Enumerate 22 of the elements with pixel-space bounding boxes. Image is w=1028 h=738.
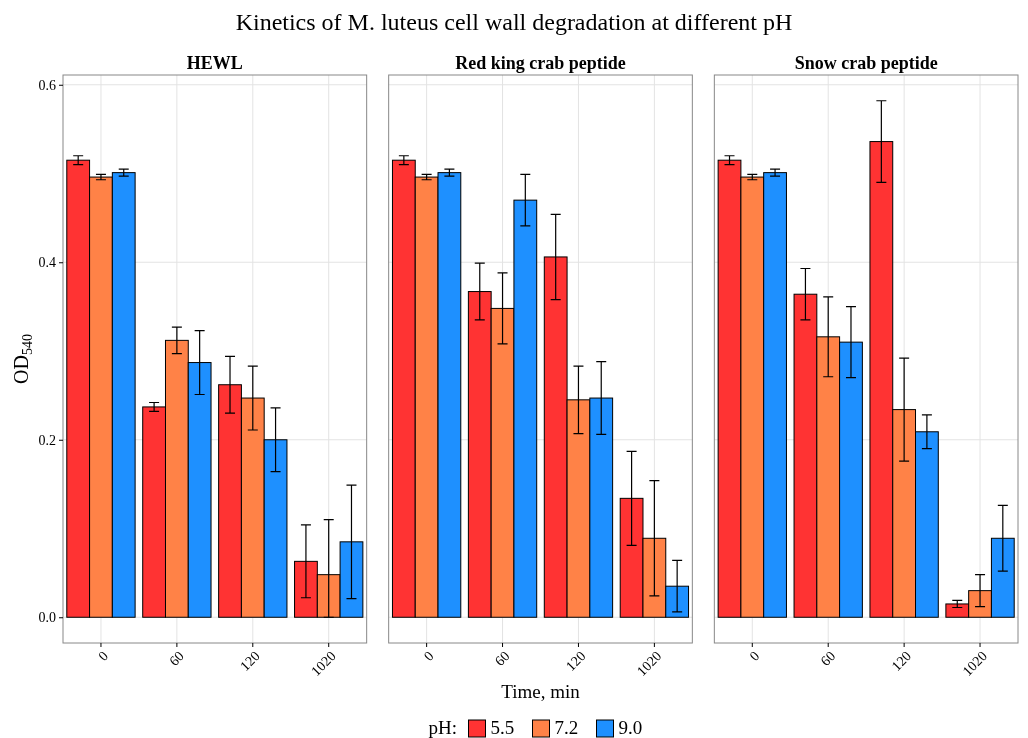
y-tick-label: 0.6 bbox=[38, 77, 56, 93]
x-tick-label: 120 bbox=[563, 648, 589, 674]
y-tick-label: 0.4 bbox=[38, 255, 56, 271]
x-tick-label: 60 bbox=[492, 648, 513, 669]
x-tick-label: 120 bbox=[237, 648, 263, 674]
legend-title: pH: bbox=[428, 717, 457, 738]
legend-label: 7.2 bbox=[554, 717, 579, 738]
chart-subtitle: HEWL bbox=[186, 53, 243, 73]
x-tick-label: 0 bbox=[95, 648, 111, 664]
x-tick-label: 60 bbox=[817, 648, 839, 669]
legend-label: 9.0 bbox=[618, 717, 643, 738]
y-tick-label: 0.0 bbox=[38, 610, 56, 626]
x-tick-label: 0 bbox=[746, 648, 763, 664]
chart-subtitle: Red king crab peptide bbox=[455, 53, 626, 73]
y-tick-label: 0.2 bbox=[38, 432, 56, 448]
text: Kinetics of M. luteus cell wall degradation at different pH bbox=[235, 9, 793, 35]
chart-subtitle: Snow crab peptide bbox=[794, 53, 938, 73]
x-axis-title: Time, min bbox=[501, 681, 581, 702]
x-tick-label: 60 bbox=[166, 648, 187, 669]
x-tick-label: 0 bbox=[421, 648, 437, 664]
legend-label: 5.5 bbox=[490, 717, 515, 738]
x-tick-label: 120 bbox=[888, 648, 915, 674]
